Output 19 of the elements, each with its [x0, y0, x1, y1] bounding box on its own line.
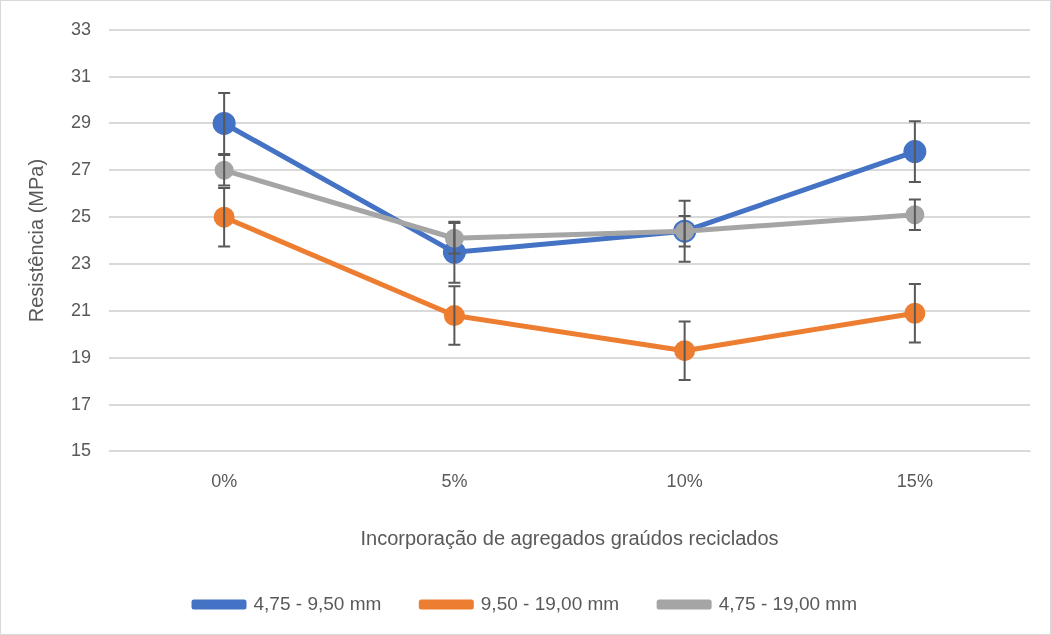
y-tick-label: 19 — [70, 346, 92, 367]
x-tick-label: 0% — [211, 471, 238, 492]
y-tick-label: 23 — [70, 252, 92, 273]
x-tick-label: 5% — [441, 471, 468, 492]
x-tick-label: 15% — [896, 471, 933, 492]
x-tick-label: 10% — [666, 471, 703, 492]
legend-label: 4,75 - 19,00 mm — [718, 592, 857, 614]
y-tick-label: 21 — [70, 299, 92, 320]
y-tick-label: 25 — [70, 206, 92, 227]
legend-label: 4,75 - 9,50 mm — [253, 592, 382, 614]
y-tick-label: 33 — [70, 18, 92, 39]
y-tick-label: 27 — [70, 159, 92, 180]
x-axis-title: Incorporação de agregados graúdos reciclados — [360, 526, 779, 549]
y-tick-label: 29 — [70, 112, 92, 133]
y-tick-label: 17 — [70, 393, 92, 414]
legend-label: 9,50 - 19,00 mm — [480, 592, 620, 614]
y-axis-title: Resistência (MPa) — [24, 158, 47, 323]
y-tick-label: 31 — [70, 65, 92, 86]
y-tick-label: 15 — [70, 440, 92, 461]
